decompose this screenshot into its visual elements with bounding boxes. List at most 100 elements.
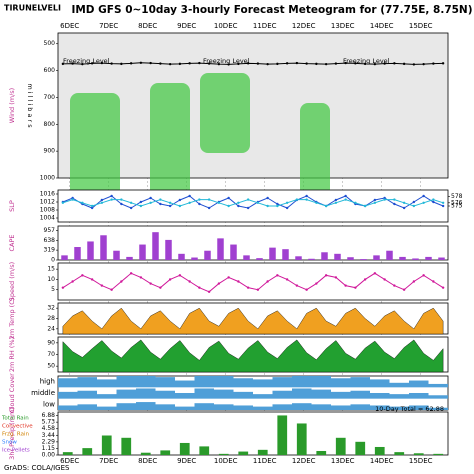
- cloud-bar: [331, 391, 351, 399]
- point: [324, 62, 328, 66]
- cloud-bar: [311, 404, 331, 410]
- cloud-bar: [409, 380, 429, 388]
- point: [363, 278, 367, 281]
- bar: [413, 453, 424, 455]
- point: [354, 286, 357, 289]
- point: [237, 280, 240, 283]
- bar: [100, 235, 107, 260]
- point: [178, 62, 182, 66]
- point: [324, 204, 328, 208]
- side-label: 3hr Precip (mm): [8, 407, 16, 460]
- annotation: Freezing Level: [343, 57, 390, 65]
- y-tick-label: 32: [47, 305, 55, 312]
- cloud-bar: [233, 378, 253, 388]
- point: [71, 198, 74, 201]
- point: [110, 288, 113, 291]
- point: [285, 62, 289, 65]
- cloud-bar: [155, 390, 175, 399]
- bar: [126, 256, 133, 260]
- point: [305, 194, 308, 198]
- bar: [217, 238, 224, 260]
- point: [188, 201, 191, 204]
- point: [373, 62, 377, 66]
- bar: [335, 437, 346, 455]
- point: [402, 62, 406, 66]
- point: [188, 62, 191, 65]
- bar: [204, 250, 211, 260]
- y-tick-label: 6.88: [42, 412, 56, 419]
- footer: GrADS: COLA/IGES: [4, 464, 70, 472]
- cloud-bar: [97, 394, 117, 399]
- point: [61, 62, 65, 66]
- cloud-bar: [350, 404, 370, 410]
- date-label: 8DEC: [138, 457, 157, 465]
- point: [198, 61, 201, 65]
- point: [188, 280, 191, 283]
- panel-frame: [57, 189, 449, 223]
- cloud-bar: [311, 376, 331, 388]
- cloud-bar: [194, 388, 214, 399]
- point: [110, 62, 113, 65]
- y-tick-label: 576: [451, 199, 463, 206]
- cloud-bar: [136, 402, 156, 410]
- cloud-bar: [389, 406, 409, 410]
- point: [285, 201, 289, 204]
- bar: [218, 453, 229, 455]
- point: [393, 284, 396, 287]
- bar: [61, 255, 68, 260]
- point: [412, 204, 416, 208]
- bar: [374, 446, 385, 455]
- bar: [296, 423, 307, 455]
- y-tick-label: 0: [51, 257, 55, 264]
- y-tick-label: 700: [44, 94, 56, 101]
- cloud-bar: [428, 395, 448, 399]
- cloud-bar: [233, 405, 253, 410]
- point: [168, 201, 172, 204]
- y-tick-label: 0.00: [42, 452, 56, 459]
- y-tick-label: 24: [47, 325, 55, 332]
- date-label: 6DEC: [60, 22, 79, 30]
- bar: [277, 415, 288, 455]
- humidity-shade: [150, 83, 190, 203]
- cloud-bar: [253, 379, 273, 388]
- point: [256, 201, 260, 204]
- legend-entry: Ice Pellets: [2, 448, 30, 454]
- cloud-bar: [58, 405, 78, 410]
- cloud-bar: [389, 394, 409, 399]
- y-tick-label: 15: [47, 266, 55, 273]
- series-line: [62, 199, 444, 207]
- point: [393, 62, 396, 65]
- point: [412, 200, 416, 204]
- date-label: 14DEC: [370, 457, 394, 465]
- point: [432, 198, 435, 201]
- point: [159, 62, 162, 65]
- point: [246, 206, 250, 210]
- point: [266, 62, 269, 66]
- point: [178, 198, 182, 202]
- date-label: 9DEC: [177, 457, 196, 465]
- point: [227, 204, 230, 208]
- bar: [295, 256, 302, 260]
- humidity-shade: [200, 73, 250, 153]
- point: [256, 62, 260, 65]
- point: [149, 196, 152, 200]
- y-tick-label: 5: [51, 286, 55, 293]
- y-tick-label: 1012: [40, 199, 55, 206]
- cloud-bar: [214, 376, 234, 388]
- legend-entry: Convective: [2, 424, 33, 430]
- annotation: Freezing Level: [203, 57, 250, 65]
- point: [120, 62, 123, 66]
- point: [237, 62, 240, 66]
- point: [354, 201, 357, 204]
- point: [363, 204, 367, 208]
- bar: [121, 437, 132, 455]
- bar: [179, 442, 190, 455]
- date-label: 9DEC: [177, 22, 196, 30]
- point: [129, 62, 133, 65]
- date-label: 12DEC: [292, 22, 316, 30]
- bar: [238, 451, 249, 455]
- point: [432, 200, 435, 204]
- y-tick-label: 5.73: [42, 419, 56, 426]
- humidity-shade: [70, 93, 120, 203]
